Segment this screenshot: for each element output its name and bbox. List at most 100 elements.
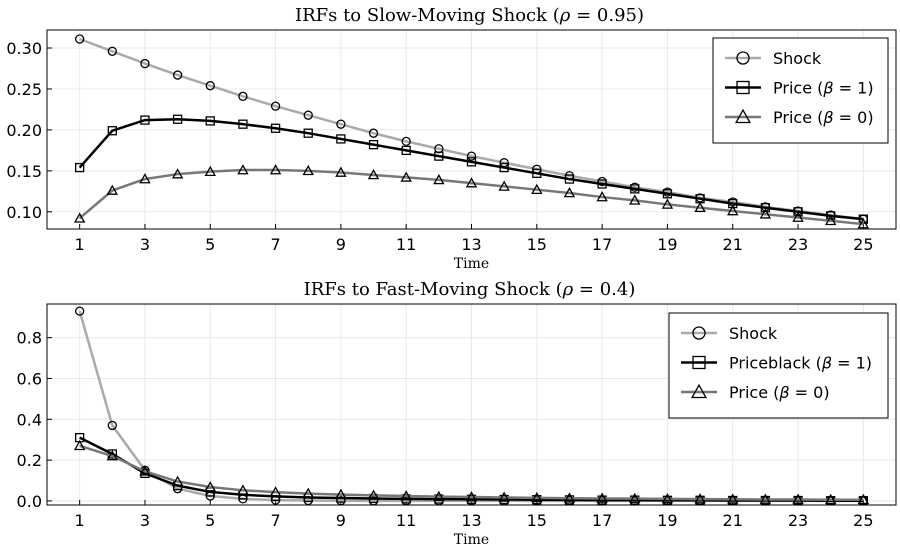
data-point-square — [466, 157, 477, 167]
series-2 — [73, 439, 870, 505]
data-point-circle — [401, 136, 411, 147]
data-point-square — [303, 128, 313, 138]
data-point-triangle — [106, 184, 119, 195]
data-point-triangle — [759, 493, 772, 504]
data-point-triangle — [824, 214, 837, 226]
data-point-triangle — [465, 491, 478, 502]
legend-label: Shock — [773, 49, 822, 68]
legend-marker-square — [692, 355, 706, 370]
legend: Shock Priceblack (β = 1) Price (β = 0) — [668, 312, 889, 419]
slow-shock-panel: 1 3 5 7 9 11 13 15 17 19 21 23 250.100.150.200.250.3… — [6, 5, 897, 272]
legend-label: Priceblack (β = 1) — [729, 354, 872, 373]
x-tick-label: 1 — [75, 235, 85, 254]
data-point-triangle — [792, 211, 804, 222]
data-point-triangle — [335, 488, 347, 499]
data-point-square — [205, 116, 215, 126]
legend-box — [712, 37, 889, 144]
data-point-triangle — [661, 492, 674, 504]
data-point-triangle — [139, 173, 151, 184]
legend-item: Price (β = 0) — [681, 383, 830, 402]
x-tick-label: 7 — [270, 511, 280, 530]
x-tick-label: 23 — [788, 511, 808, 530]
y-tick-label: 0.2 — [17, 451, 42, 470]
data-point-triangle — [171, 168, 184, 179]
data-point-triangle — [400, 490, 412, 501]
data-point-triangle — [792, 493, 804, 504]
x-tick-label: 21 — [723, 235, 743, 254]
x-axis-label: Time — [454, 256, 489, 272]
x-tick-label: 19 — [657, 235, 677, 254]
x-tick-label: 25 — [853, 235, 873, 254]
data-point-square — [336, 134, 346, 144]
x-tick-label: 15 — [527, 235, 547, 254]
data-point-square — [564, 174, 575, 184]
y-tick-label: 0.0 — [17, 492, 42, 511]
data-point-triangle — [204, 481, 216, 492]
data-point-triangle — [727, 493, 739, 504]
legend-item: Shock — [725, 49, 822, 68]
data-point-square — [532, 168, 542, 178]
legend-item: Price (β = 1) — [725, 79, 874, 98]
data-point-triangle — [531, 183, 543, 195]
y-tick-label: 0.15 — [6, 162, 42, 181]
legend-marker-circle — [736, 51, 750, 65]
data-point-triangle — [269, 164, 282, 175]
data-point-triangle — [237, 164, 249, 175]
chart-title: IRFs to Slow-Moving Shock (ρ = 0.95) — [295, 5, 644, 26]
legend-label: Price (β = 1) — [773, 79, 874, 98]
chart-title: IRFs to Fast-Moving Shock (ρ = 0.4) — [304, 279, 636, 300]
data-point-triangle — [367, 169, 380, 180]
data-point-triangle — [857, 493, 870, 505]
data-point-circle — [368, 128, 379, 138]
data-point-circle — [140, 58, 150, 69]
x-tick-label: 5 — [205, 235, 215, 254]
x-tick-label: 21 — [723, 511, 743, 530]
data-point-circle — [172, 70, 183, 80]
series-line — [78, 118, 864, 221]
plot-frame — [46, 29, 897, 230]
data-point-square — [597, 179, 607, 189]
data-point-circle — [336, 119, 346, 129]
data-point-square — [630, 184, 640, 194]
data-point-square — [760, 203, 771, 213]
x-tick-label: 13 — [461, 235, 481, 254]
data-point-triangle — [694, 201, 706, 213]
x-tick-label: 7 — [270, 235, 280, 254]
data-point-square — [75, 162, 85, 173]
x-axis: 1 3 5 7 9 11 13 15 17 19 21 23 25 — [75, 224, 874, 254]
data-point-square — [270, 123, 281, 133]
y-tick-label: 0.10 — [6, 203, 42, 222]
legend-marker-triangle — [690, 383, 708, 399]
legend-item: Price (β = 0) — [725, 108, 874, 127]
data-point-triangle — [531, 491, 543, 503]
series-line — [79, 444, 864, 501]
data-point-square — [107, 126, 117, 136]
data-point-square — [368, 140, 379, 150]
data-point-triangle — [596, 492, 608, 503]
y-tick-label: 0.8 — [17, 329, 42, 348]
x-tick-label: 25 — [853, 511, 873, 530]
x-tick-label: 19 — [657, 511, 677, 530]
data-point-triangle — [433, 173, 445, 185]
y-tick-label: 0.6 — [17, 369, 42, 388]
data-point-circle — [303, 110, 313, 120]
legend-label: Price (β = 0) — [773, 108, 874, 127]
data-point-square — [172, 114, 183, 124]
legend-item: Priceblack (β = 1) — [681, 354, 872, 373]
data-point-square — [662, 189, 673, 199]
data-point-triangle — [563, 187, 576, 198]
data-point-circle — [75, 34, 85, 44]
data-point-triangle — [824, 493, 837, 505]
series-line — [79, 37, 864, 221]
y-tick-label: 0.30 — [6, 39, 42, 58]
legend-marker-square — [736, 80, 750, 95]
y-tick-label: 0.20 — [6, 121, 42, 140]
data-point-circle — [466, 151, 477, 161]
y-axis: 0.0 0.2 0.4 0.6 0.8 — [17, 329, 52, 511]
data-point-triangle — [335, 166, 347, 177]
data-point-circle — [205, 81, 215, 91]
data-point-triangle — [433, 490, 445, 501]
data-point-triangle — [498, 180, 510, 191]
legend: Shock Price (β = 1) Price (β = 0) — [712, 37, 889, 144]
